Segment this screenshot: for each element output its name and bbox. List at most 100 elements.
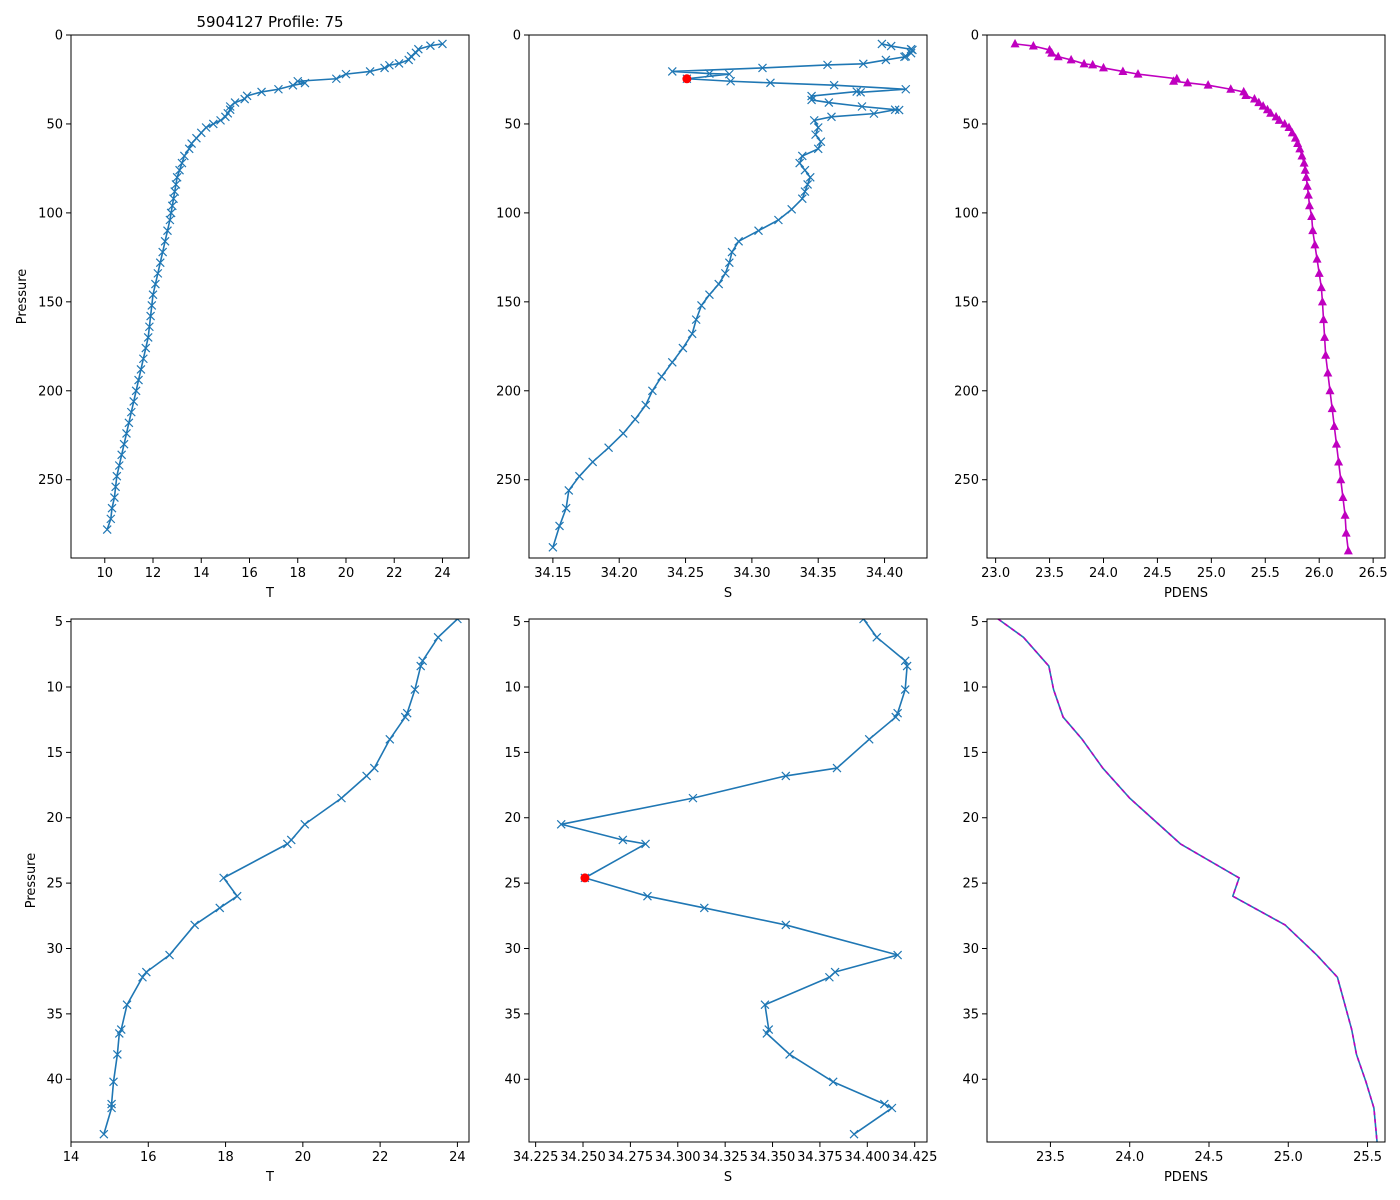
x-axis-label: PDENS [1164, 586, 1208, 601]
data-point-marker [891, 712, 901, 722]
y-tick-label: 20 [46, 811, 63, 826]
data-point-marker [171, 180, 181, 189]
data-point-marker [1299, 158, 1309, 167]
y-tick-label: 10 [504, 680, 521, 695]
data-point-marker [141, 967, 151, 977]
axes-frame [70, 34, 470, 559]
data-point-marker [114, 461, 124, 470]
data-point-marker [618, 429, 628, 438]
data-point-marker [1307, 211, 1317, 220]
data-point-marker [879, 1099, 889, 1109]
y-tick-label: 5 [513, 615, 521, 630]
data-point-marker [827, 112, 836, 122]
data-point-marker [811, 130, 820, 140]
data-point-marker [1274, 115, 1284, 124]
x-tick-label: 25.0 [1274, 1150, 1303, 1165]
data-point-marker [129, 397, 139, 406]
data-point-marker [813, 123, 823, 132]
data-point-marker [1329, 421, 1339, 430]
data-point-marker [667, 67, 677, 76]
series-PDENS [1010, 38, 1353, 555]
data-point-marker [647, 386, 657, 396]
data-point-marker [807, 95, 817, 105]
y-tick-label: 15 [46, 746, 63, 761]
data-point-marker [1336, 474, 1346, 484]
data-point-marker [1028, 41, 1038, 50]
data-point-marker [548, 542, 558, 552]
y-tick-label: 50 [962, 117, 979, 132]
data-point-marker [282, 839, 292, 849]
data-point-marker [300, 78, 310, 88]
data-point-marker [678, 343, 688, 353]
data-point-marker [404, 55, 414, 65]
data-point-marker [773, 215, 783, 225]
data-point-marker [1203, 80, 1213, 89]
series-line [106, 43, 443, 530]
data-point-marker [365, 67, 375, 76]
x-tick-label: 34.375 [797, 1150, 843, 1165]
data-point-marker [816, 137, 826, 147]
data-point-marker [869, 109, 879, 119]
data-point-marker [107, 1099, 116, 1109]
data-point-marker [1066, 54, 1076, 64]
axes-frame [986, 34, 1386, 559]
data-point-marker [849, 1129, 859, 1139]
data-point-marker [109, 1077, 118, 1087]
data-point-marker [122, 429, 131, 438]
data-point-marker [107, 503, 117, 513]
data-point-marker [724, 69, 734, 79]
data-point-marker [1325, 385, 1335, 395]
subplot-grid: 10 12 14 16 18 20 22 24050100150200250TPressure… [15, 29, 1388, 1186]
data-point-marker [144, 322, 154, 332]
axes-frame [986, 618, 1386, 1143]
data-point-marker [803, 180, 813, 189]
x-axis-label: S [724, 1170, 732, 1185]
data-point-marker [126, 407, 136, 417]
data-point-marker [754, 226, 763, 236]
data-point-marker [800, 187, 810, 196]
data-point-marker [153, 268, 163, 278]
data-point-marker [112, 471, 122, 481]
data-point-marker [641, 839, 650, 849]
data-point-marker [797, 194, 807, 204]
x-tick-label: 34.225 [513, 1150, 559, 1165]
series-overlay-line [997, 619, 1378, 1142]
x-tick-label: 16 [140, 1150, 157, 1165]
data-point-marker [150, 279, 160, 289]
data-point-marker [438, 39, 447, 49]
x-tick-label: 14 [193, 566, 210, 581]
data-point-marker [901, 84, 911, 94]
data-point-marker [394, 59, 404, 68]
y-tick-label: 35 [46, 1007, 63, 1022]
data-point-marker [900, 52, 909, 62]
y-axis-label: Pressure [15, 269, 30, 325]
axes-frame [528, 34, 928, 559]
y-tick-label: 0 [971, 29, 979, 44]
data-point-marker [179, 151, 189, 161]
y-tick-label: 35 [504, 1007, 521, 1022]
x-tick-label: 23.0 [981, 566, 1010, 581]
x-axis-label: T [265, 586, 274, 601]
data-point-marker [416, 661, 426, 671]
x-tick-label: 34.30 [733, 566, 770, 581]
data-point-marker [1079, 58, 1089, 68]
data-point-marker [1304, 200, 1314, 210]
subplot-temp-full: 10 12 14 16 18 20 22 24 0 50 100 150 200 250 T Pressure [15, 29, 470, 601]
data-point-marker [760, 1000, 770, 1010]
data-point-marker [134, 375, 143, 385]
data-point-marker [797, 151, 807, 161]
data-point-marker [766, 78, 775, 88]
data-point-marker [385, 734, 395, 744]
data-point-marker [1118, 66, 1128, 75]
y-tick-label: 10 [46, 680, 63, 695]
data-point-marker [119, 439, 129, 449]
data-point-marker [230, 98, 240, 108]
x-tick-label: 24.5 [1143, 566, 1172, 581]
data-point-marker [107, 1103, 116, 1113]
data-point-marker [824, 98, 834, 108]
data-point-marker [1331, 439, 1341, 448]
data-point-marker [1327, 403, 1337, 413]
x-tick-label: 26.0 [1305, 566, 1334, 581]
data-point-marker [630, 414, 640, 424]
data-point-marker [829, 80, 839, 90]
